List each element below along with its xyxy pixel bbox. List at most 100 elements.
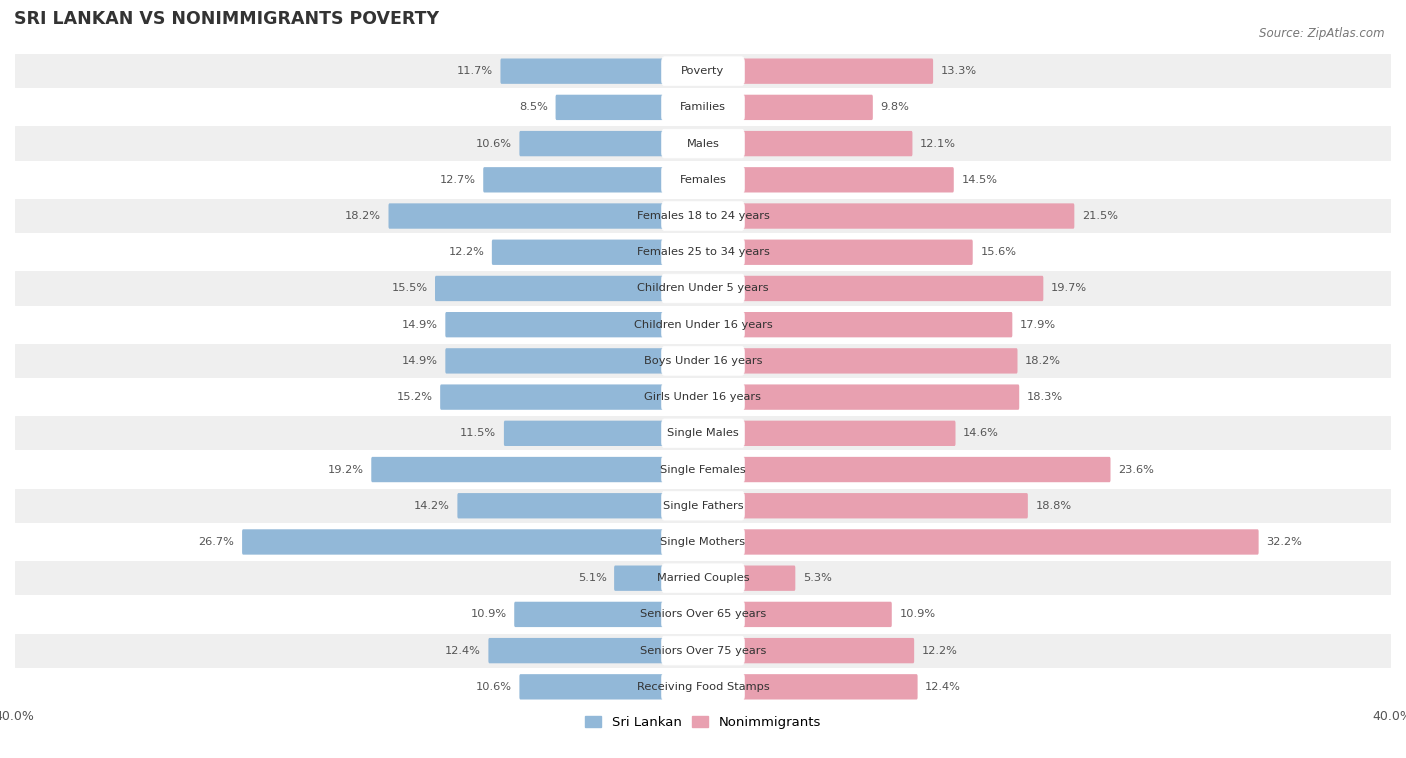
Text: Single Females: Single Females xyxy=(661,465,745,475)
Text: 14.9%: 14.9% xyxy=(402,356,437,366)
Text: Males: Males xyxy=(686,139,720,149)
FancyBboxPatch shape xyxy=(662,165,744,194)
Text: Receiving Food Stamps: Receiving Food Stamps xyxy=(637,682,769,692)
Text: 12.2%: 12.2% xyxy=(922,646,957,656)
FancyBboxPatch shape xyxy=(662,202,744,230)
FancyBboxPatch shape xyxy=(446,348,704,374)
FancyBboxPatch shape xyxy=(662,600,744,628)
FancyBboxPatch shape xyxy=(662,419,744,448)
FancyBboxPatch shape xyxy=(702,348,1018,374)
Bar xyxy=(14,632,1392,669)
Text: Children Under 5 years: Children Under 5 years xyxy=(637,283,769,293)
Text: 26.7%: 26.7% xyxy=(198,537,235,547)
FancyBboxPatch shape xyxy=(662,346,744,375)
Text: 18.8%: 18.8% xyxy=(1035,501,1071,511)
Text: 10.6%: 10.6% xyxy=(475,682,512,692)
Bar xyxy=(14,524,1392,560)
Bar xyxy=(14,89,1392,126)
FancyBboxPatch shape xyxy=(662,564,744,593)
Bar xyxy=(14,343,1392,379)
FancyBboxPatch shape xyxy=(484,168,704,193)
Text: Single Fathers: Single Fathers xyxy=(662,501,744,511)
Text: Females 25 to 34 years: Females 25 to 34 years xyxy=(637,247,769,257)
Text: 11.7%: 11.7% xyxy=(457,66,494,76)
Text: 14.6%: 14.6% xyxy=(963,428,998,438)
Text: 5.3%: 5.3% xyxy=(803,573,832,583)
Bar xyxy=(14,161,1392,198)
Text: 14.9%: 14.9% xyxy=(402,320,437,330)
FancyBboxPatch shape xyxy=(488,638,704,663)
Text: 21.5%: 21.5% xyxy=(1083,211,1118,221)
Bar xyxy=(14,126,1392,161)
Text: 12.7%: 12.7% xyxy=(440,175,475,185)
Text: 32.2%: 32.2% xyxy=(1267,537,1302,547)
FancyBboxPatch shape xyxy=(501,58,704,84)
Text: 14.2%: 14.2% xyxy=(413,501,450,511)
Text: Poverty: Poverty xyxy=(682,66,724,76)
FancyBboxPatch shape xyxy=(662,130,744,158)
FancyBboxPatch shape xyxy=(662,491,744,520)
FancyBboxPatch shape xyxy=(503,421,704,446)
FancyBboxPatch shape xyxy=(662,238,744,267)
Text: Married Couples: Married Couples xyxy=(657,573,749,583)
Bar xyxy=(14,669,1392,705)
FancyBboxPatch shape xyxy=(492,240,704,265)
Text: 17.9%: 17.9% xyxy=(1019,320,1056,330)
Text: Girls Under 16 years: Girls Under 16 years xyxy=(644,392,762,402)
FancyBboxPatch shape xyxy=(702,638,914,663)
FancyBboxPatch shape xyxy=(702,58,934,84)
Text: 10.9%: 10.9% xyxy=(900,609,935,619)
Text: 10.9%: 10.9% xyxy=(471,609,506,619)
Bar xyxy=(14,597,1392,632)
FancyBboxPatch shape xyxy=(662,528,744,556)
FancyBboxPatch shape xyxy=(702,674,918,700)
Text: 9.8%: 9.8% xyxy=(880,102,910,112)
Text: Source: ZipAtlas.com: Source: ZipAtlas.com xyxy=(1260,27,1385,39)
FancyBboxPatch shape xyxy=(662,456,744,484)
Text: Families: Families xyxy=(681,102,725,112)
FancyBboxPatch shape xyxy=(555,95,704,120)
FancyBboxPatch shape xyxy=(515,602,704,627)
FancyBboxPatch shape xyxy=(434,276,704,301)
Bar xyxy=(14,198,1392,234)
Text: Single Mothers: Single Mothers xyxy=(661,537,745,547)
Bar xyxy=(14,234,1392,271)
FancyBboxPatch shape xyxy=(662,274,744,302)
Text: 15.2%: 15.2% xyxy=(396,392,433,402)
Bar xyxy=(14,271,1392,306)
FancyBboxPatch shape xyxy=(702,421,956,446)
Text: Females: Females xyxy=(679,175,727,185)
FancyBboxPatch shape xyxy=(702,529,1258,555)
FancyBboxPatch shape xyxy=(702,493,1028,518)
Legend: Sri Lankan, Nonimmigrants: Sri Lankan, Nonimmigrants xyxy=(579,710,827,735)
Text: Single Males: Single Males xyxy=(666,428,740,438)
FancyBboxPatch shape xyxy=(702,95,873,120)
Text: Children Under 16 years: Children Under 16 years xyxy=(634,320,772,330)
FancyBboxPatch shape xyxy=(662,383,744,412)
FancyBboxPatch shape xyxy=(446,312,704,337)
FancyBboxPatch shape xyxy=(662,93,744,122)
Text: 10.6%: 10.6% xyxy=(475,139,512,149)
FancyBboxPatch shape xyxy=(662,672,744,701)
FancyBboxPatch shape xyxy=(371,457,704,482)
Text: 19.2%: 19.2% xyxy=(328,465,364,475)
Text: 19.7%: 19.7% xyxy=(1050,283,1087,293)
Text: 15.6%: 15.6% xyxy=(980,247,1017,257)
FancyBboxPatch shape xyxy=(242,529,704,555)
Bar xyxy=(14,487,1392,524)
FancyBboxPatch shape xyxy=(662,636,744,665)
Text: Seniors Over 75 years: Seniors Over 75 years xyxy=(640,646,766,656)
Text: SRI LANKAN VS NONIMMIGRANTS POVERTY: SRI LANKAN VS NONIMMIGRANTS POVERTY xyxy=(14,10,439,28)
Bar xyxy=(14,53,1392,89)
Text: 5.1%: 5.1% xyxy=(578,573,606,583)
Text: 12.4%: 12.4% xyxy=(925,682,962,692)
Text: Seniors Over 65 years: Seniors Over 65 years xyxy=(640,609,766,619)
Text: 8.5%: 8.5% xyxy=(519,102,548,112)
FancyBboxPatch shape xyxy=(519,131,704,156)
Text: 18.2%: 18.2% xyxy=(344,211,381,221)
FancyBboxPatch shape xyxy=(388,203,704,229)
Text: 15.5%: 15.5% xyxy=(391,283,427,293)
FancyBboxPatch shape xyxy=(702,203,1074,229)
FancyBboxPatch shape xyxy=(702,276,1043,301)
Text: 18.2%: 18.2% xyxy=(1025,356,1062,366)
